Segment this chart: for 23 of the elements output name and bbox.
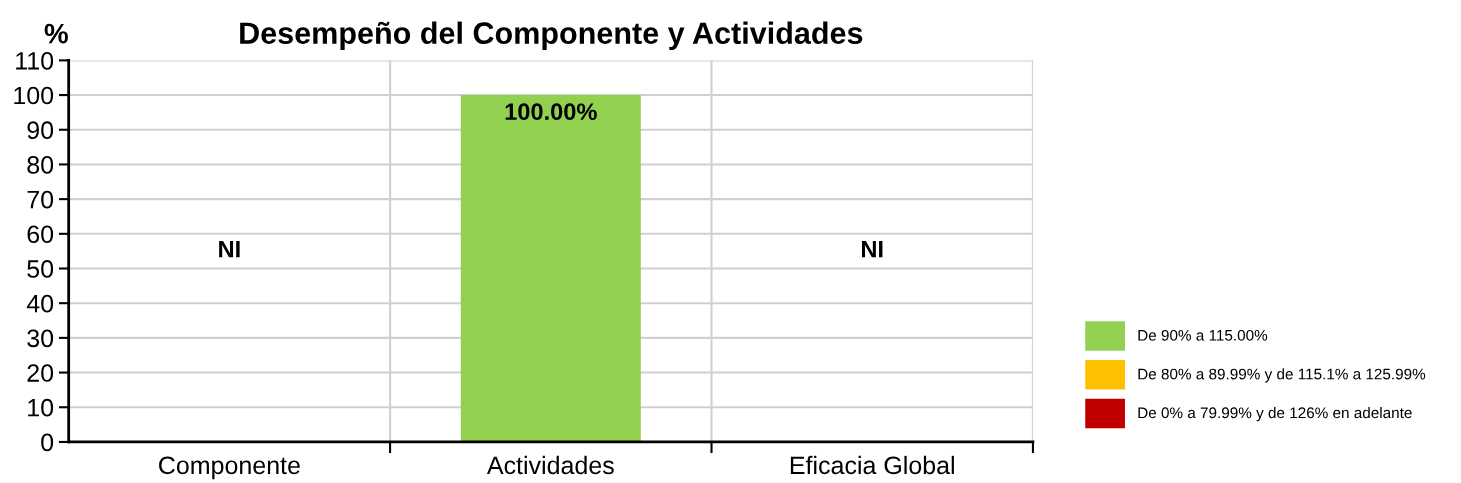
legend-label: De 90% a 115.00%	[1138, 329, 1268, 341]
x-tick-label: Componente	[159, 456, 300, 480]
y-tick-label: 40	[26, 294, 54, 313]
x-tick-label: Actividades	[486, 455, 614, 475]
legend-label: De 0% a 79.99% y de 126% en adelante	[1138, 406, 1412, 422]
y-tick-label: 20	[27, 364, 54, 382]
y-axis-title: %	[44, 23, 68, 44]
y-tick-label: 0	[41, 433, 54, 452]
text: NI	[861, 241, 883, 258]
y-tick-label: 80	[27, 156, 54, 174]
y-tick-label: 90	[27, 121, 54, 140]
y-tick-label: 60	[27, 225, 54, 244]
x-tick-label: Eficacia Global	[790, 455, 954, 475]
data-label: 100.00%	[505, 103, 597, 121]
y-tick-label: 30	[27, 329, 54, 348]
y-tick-label: 110	[16, 51, 54, 70]
text: NI	[219, 241, 240, 258]
y-tick-label: 10	[28, 398, 54, 417]
y-tick-label: 50	[27, 260, 54, 278]
legend-label: De 80% a 89.99% y de 115.1% a 125.99%	[1138, 368, 1426, 383]
chart-title: Desempeño del Componente y Actividades	[240, 21, 863, 51]
y-tick-label: 70	[27, 190, 54, 209]
y-tick-label: 100	[14, 86, 54, 105]
